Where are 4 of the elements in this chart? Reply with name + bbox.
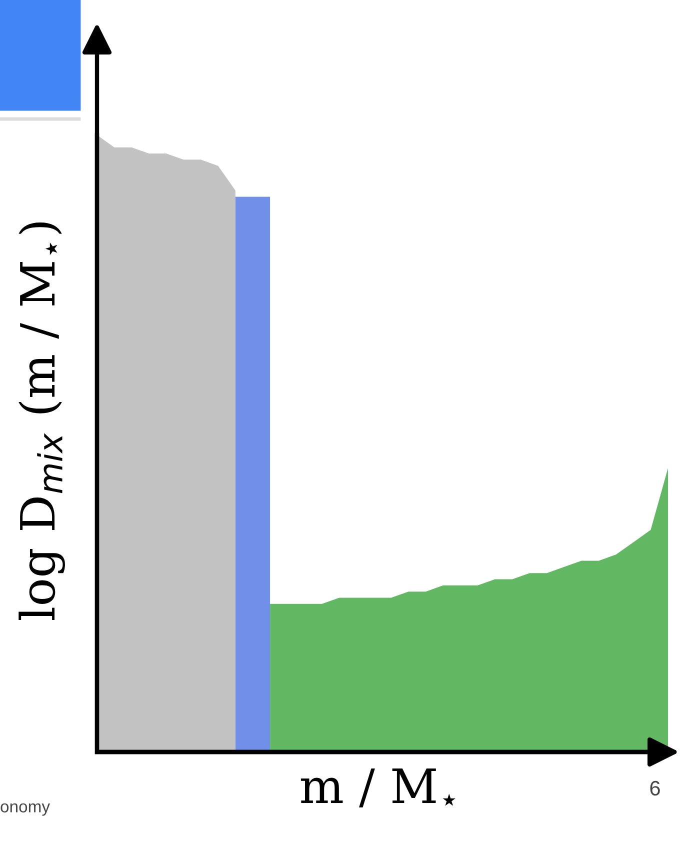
y-axis-title: log D$_{mix}$ (m / M$_{⋆}$) [18, 222, 65, 620]
x-axis-title: m / M$_{⋆}$ [300, 768, 456, 808]
text: 6 [650, 780, 660, 796]
text: onomy [0, 803, 50, 816]
